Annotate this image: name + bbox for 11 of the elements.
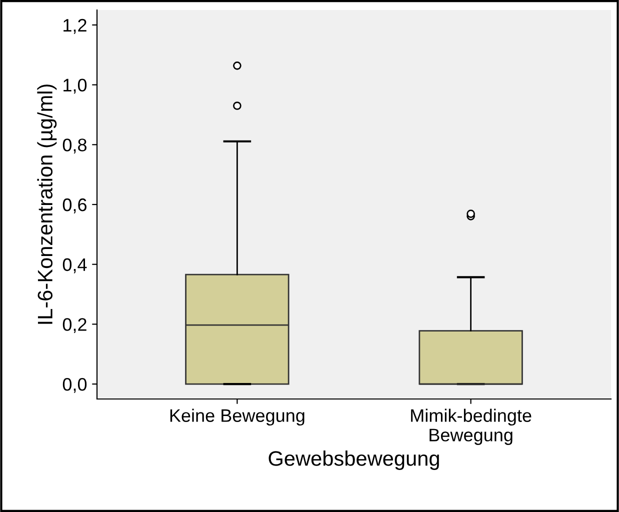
y-tick-label: 1,0: [64, 78, 87, 94]
y-axis-title: IL-6-Konzentration (µg/ml): [37, 84, 57, 324]
x-tick-label: Keine Bewegung: [170, 408, 304, 426]
y-tick-label: 0,0: [62, 378, 87, 393]
x-tick-label: Mimik-bedingte Bewegung: [411, 408, 532, 445]
y-tick-label: 1,2: [64, 18, 86, 34]
y-tick-label: 0,6: [62, 198, 86, 214]
y-tick-label: 0,8: [62, 138, 86, 154]
y-tick-label: 0,4: [62, 258, 87, 274]
y-tick-label: 0,2: [62, 318, 86, 334]
x-axis-title: Gewebsbewegung: [268, 450, 439, 470]
